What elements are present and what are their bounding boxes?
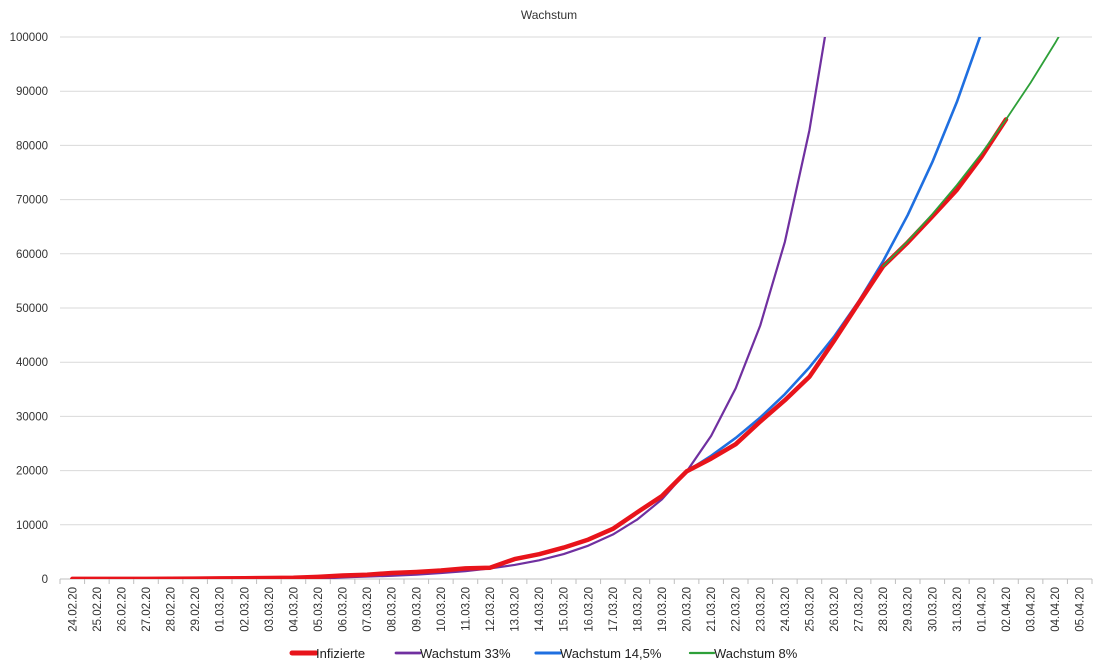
y-tick-label: 80000 — [16, 140, 48, 152]
y-tick-label: 70000 — [16, 195, 48, 207]
legend-item-2: Wachstum 14,5% — [534, 646, 662, 661]
x-tick-label: 19.03.20 — [657, 587, 669, 632]
y-tick-label: 50000 — [16, 303, 48, 315]
x-tick-label: 30.03.20 — [927, 587, 939, 632]
x-tick-label: 06.03.20 — [338, 587, 350, 632]
gridlines — [60, 36, 1092, 526]
legend: Infizierte Wachstum 33% Wachstum 14,5% Wach… — [289, 646, 798, 661]
legend-label: Infizierte — [316, 646, 365, 661]
y-tick-label: 0 — [42, 574, 48, 586]
series-line-0 — [70, 117, 1009, 579]
x-tick-label: 02.03.20 — [239, 587, 251, 632]
series-lines — [70, 37, 1060, 579]
x-tick-label: 12.03.20 — [485, 587, 497, 632]
legend-item-3: Wachstum 8% — [688, 646, 798, 661]
x-tick-label: 01.04.20 — [976, 587, 988, 632]
series-line-3 — [882, 37, 1060, 268]
x-tick-label: 21.03.20 — [706, 587, 718, 632]
x-tick-label: 26.02.20 — [116, 587, 128, 632]
legend-item-0: Infizierte — [289, 646, 365, 661]
x-tick-label: 23.03.20 — [755, 587, 767, 632]
x-tick-label: 27.03.20 — [854, 587, 866, 632]
x-tick-label: 16.03.20 — [583, 587, 595, 632]
x-tick-label: 20.03.20 — [682, 587, 694, 632]
x-tick-label: 15.03.20 — [559, 587, 571, 632]
y-tick-label: 40000 — [16, 357, 48, 369]
x-tick-label: 28.02.20 — [166, 587, 178, 632]
x-tick-label: 14.03.20 — [534, 587, 546, 632]
x-tick-label: 07.03.20 — [362, 587, 374, 632]
legend-label: Wachstum 33% — [420, 646, 511, 661]
y-tick-label: 100000 — [10, 32, 48, 44]
x-tick-label: 11.03.20 — [460, 587, 472, 631]
x-tick-label: 01.03.20 — [215, 587, 227, 632]
y-tick-label: 60000 — [16, 249, 48, 261]
x-tick-label: 05.03.20 — [313, 587, 325, 632]
x-tick-label: 04.04.20 — [1050, 587, 1062, 632]
x-tick-label: 08.03.20 — [387, 587, 399, 632]
legend-label: Wachstum 14,5% — [560, 646, 662, 661]
x-tick-label: 05.04.20 — [1075, 587, 1087, 632]
x-tick-label: 25.03.20 — [804, 587, 816, 632]
y-tick-label: 90000 — [16, 86, 48, 98]
legend-label: Wachstum 8% — [714, 646, 798, 661]
x-tick-label: 28.03.20 — [878, 587, 890, 632]
series-line-2 — [685, 37, 982, 473]
x-tick-label: 17.03.20 — [608, 587, 620, 632]
y-axis: 0 10000 20000 30000 40000 50000 60000 70000 8000… — [10, 32, 48, 586]
x-tick-label: 24.03.20 — [780, 587, 792, 632]
x-tick-label: 29.02.20 — [190, 587, 202, 632]
x-axis: 24.02.20 25.02.20 26.02.20 27.02.20 28.02.20… — [59, 578, 1093, 632]
x-tick-label: 09.03.20 — [411, 587, 423, 632]
x-tick-label: 13.03.20 — [510, 587, 522, 632]
x-tick-label: 02.04.20 — [1001, 587, 1013, 632]
y-tick-label: 10000 — [16, 520, 48, 532]
x-tick-label: 03.04.20 — [1026, 587, 1038, 632]
x-tick-label: 24.02.20 — [67, 587, 79, 632]
y-tick-label: 30000 — [16, 411, 48, 423]
x-tick-label: 25.02.20 — [92, 587, 104, 632]
x-tick-label: 27.02.20 — [141, 587, 153, 632]
x-tick-label: 18.03.20 — [632, 587, 644, 632]
x-tick-label: 29.03.20 — [903, 587, 915, 632]
x-tick-label: 31.03.20 — [952, 587, 964, 632]
x-tick-label: 04.03.20 — [288, 587, 300, 632]
x-tick-label: 26.03.20 — [829, 587, 841, 632]
x-tick-label: 10.03.20 — [436, 587, 448, 632]
x-tick-label: 03.03.20 — [264, 587, 276, 632]
legend-item-1: Wachstum 33% — [394, 646, 511, 661]
x-tick-label: 22.03.20 — [731, 587, 743, 632]
y-tick-label: 20000 — [16, 466, 48, 478]
chart-title: Wachstum — [521, 8, 577, 22]
series-line-1 — [71, 37, 827, 579]
